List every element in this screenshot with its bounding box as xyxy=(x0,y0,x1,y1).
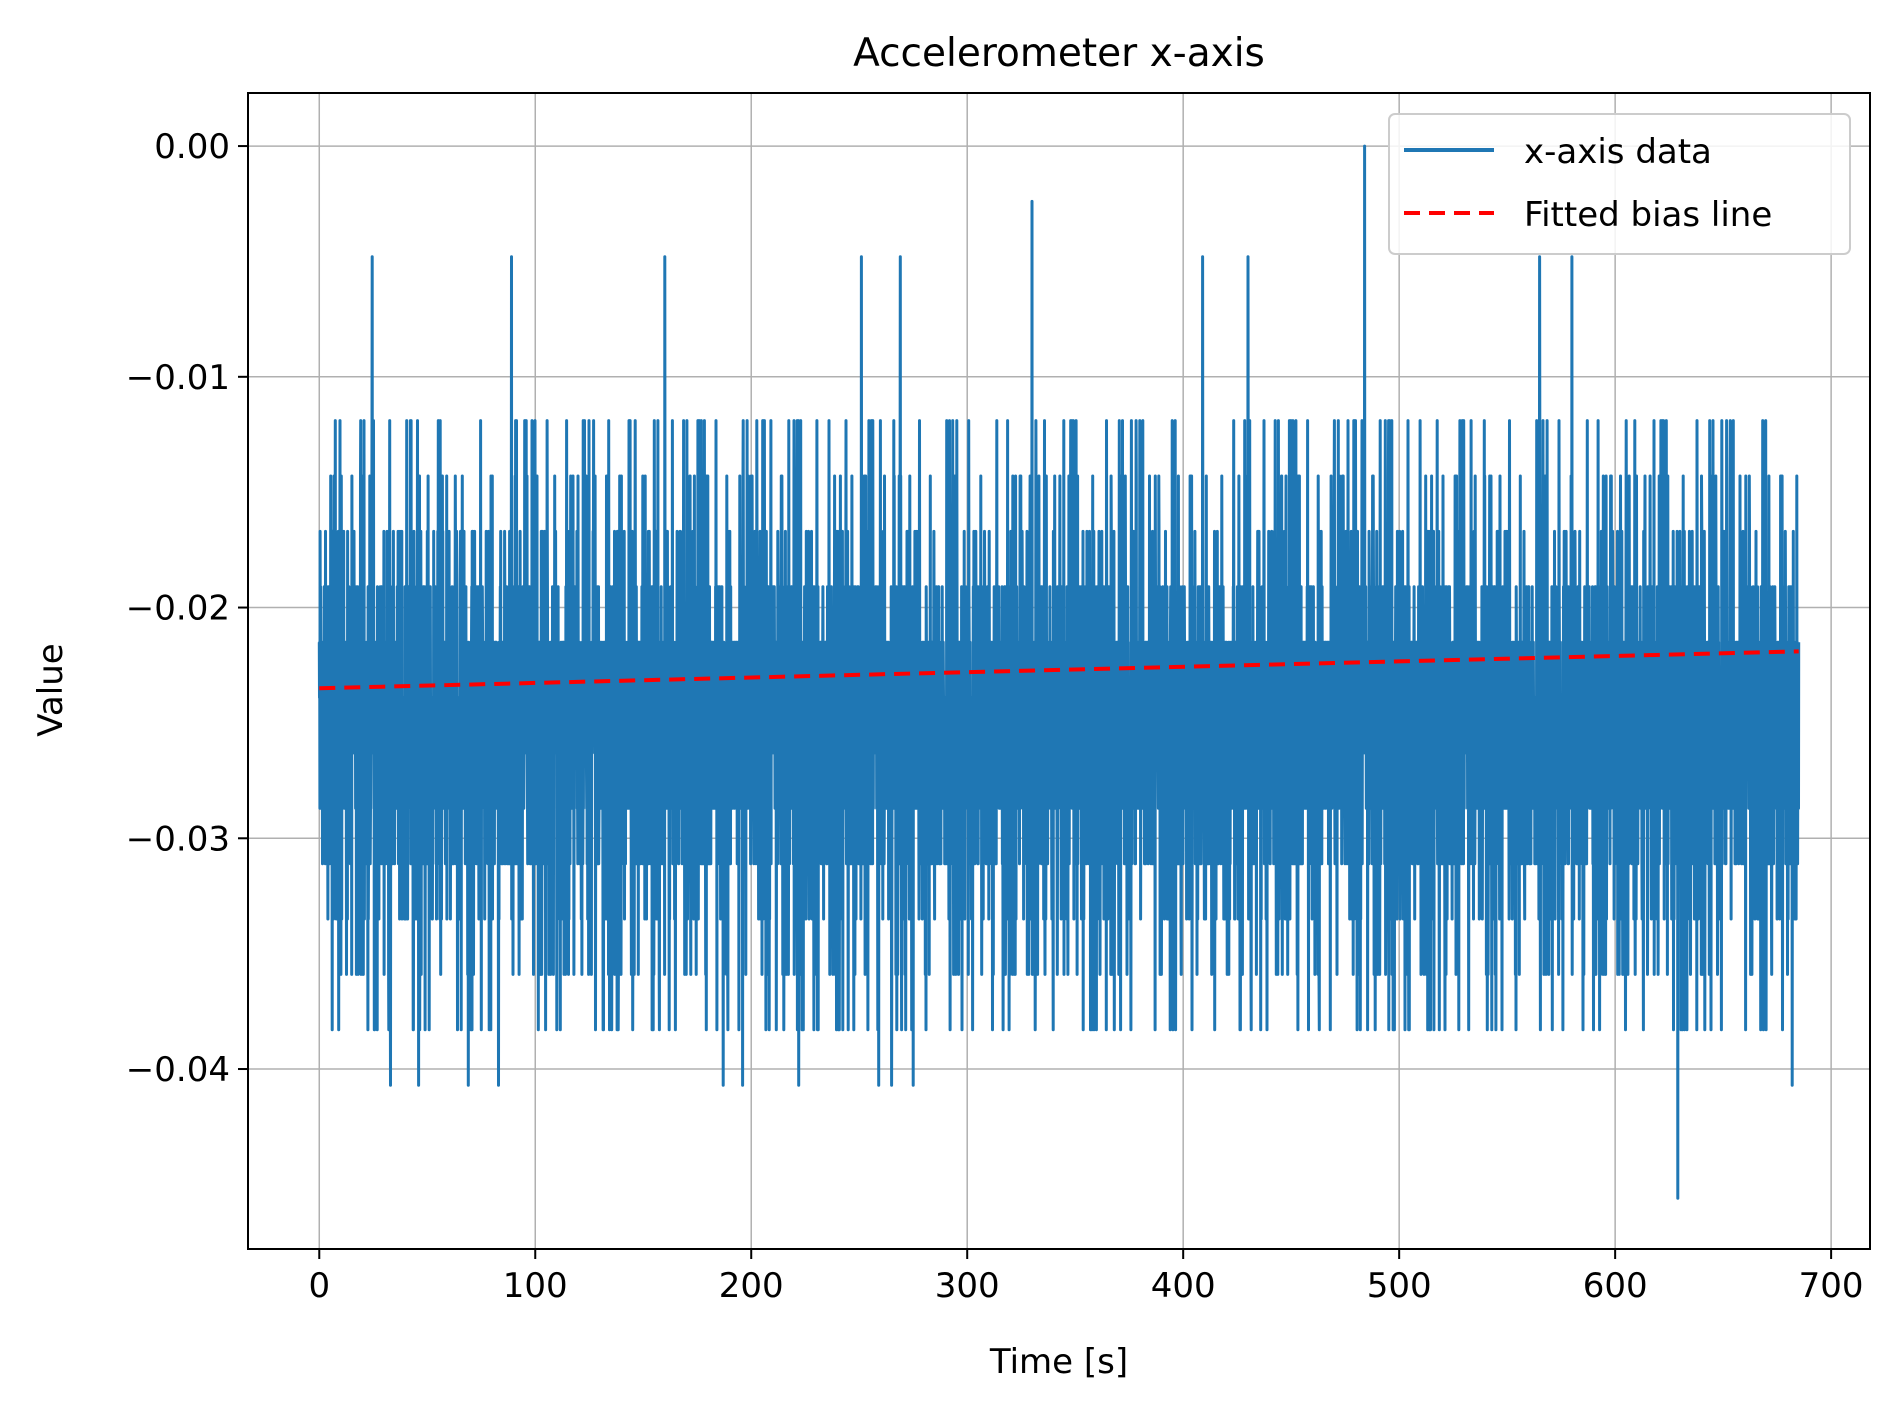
legend-label-x-axis-data: x-axis data xyxy=(1524,132,1712,172)
y-tick-label: −0.03 xyxy=(126,819,230,859)
y-tick-label: −0.01 xyxy=(126,358,230,398)
x-tick-label: 300 xyxy=(935,1266,1000,1306)
y-tick-label: 0.00 xyxy=(154,127,230,167)
x-tick-label: 500 xyxy=(1367,1266,1432,1306)
legend: x-axis data Fitted bias line xyxy=(1388,113,1851,255)
y-tick-label: −0.04 xyxy=(126,1050,230,1090)
x-axis-label: Time [s] xyxy=(989,1342,1128,1382)
y-axis-ticks: 0.00 −0.01 −0.02 −0.03 −0.04 xyxy=(126,127,248,1090)
x-tick-label: 100 xyxy=(503,1266,568,1306)
x-tick-label: 0 xyxy=(308,1266,330,1306)
plot-area xyxy=(317,144,1801,1200)
axes-frame xyxy=(247,92,1871,1250)
legend-box xyxy=(1388,113,1851,255)
x-axis-ticks: 0 100 200 300 400 500 600 700 xyxy=(308,1249,1864,1306)
legend-label-fitted-bias-line: Fitted bias line xyxy=(1524,195,1772,235)
series-fitted-bias-line xyxy=(319,649,1799,691)
chart-title: Accelerometer x-axis xyxy=(853,31,1265,76)
x-tick-label: 700 xyxy=(1799,1266,1864,1306)
x-tick-label: 200 xyxy=(719,1266,784,1306)
y-tick-label: −0.02 xyxy=(126,589,230,629)
x-tick-label: 600 xyxy=(1583,1266,1648,1306)
x-tick-label: 400 xyxy=(1151,1266,1216,1306)
y-axis-label: Value xyxy=(31,643,71,736)
series-x-axis-data-line xyxy=(317,144,1801,1200)
